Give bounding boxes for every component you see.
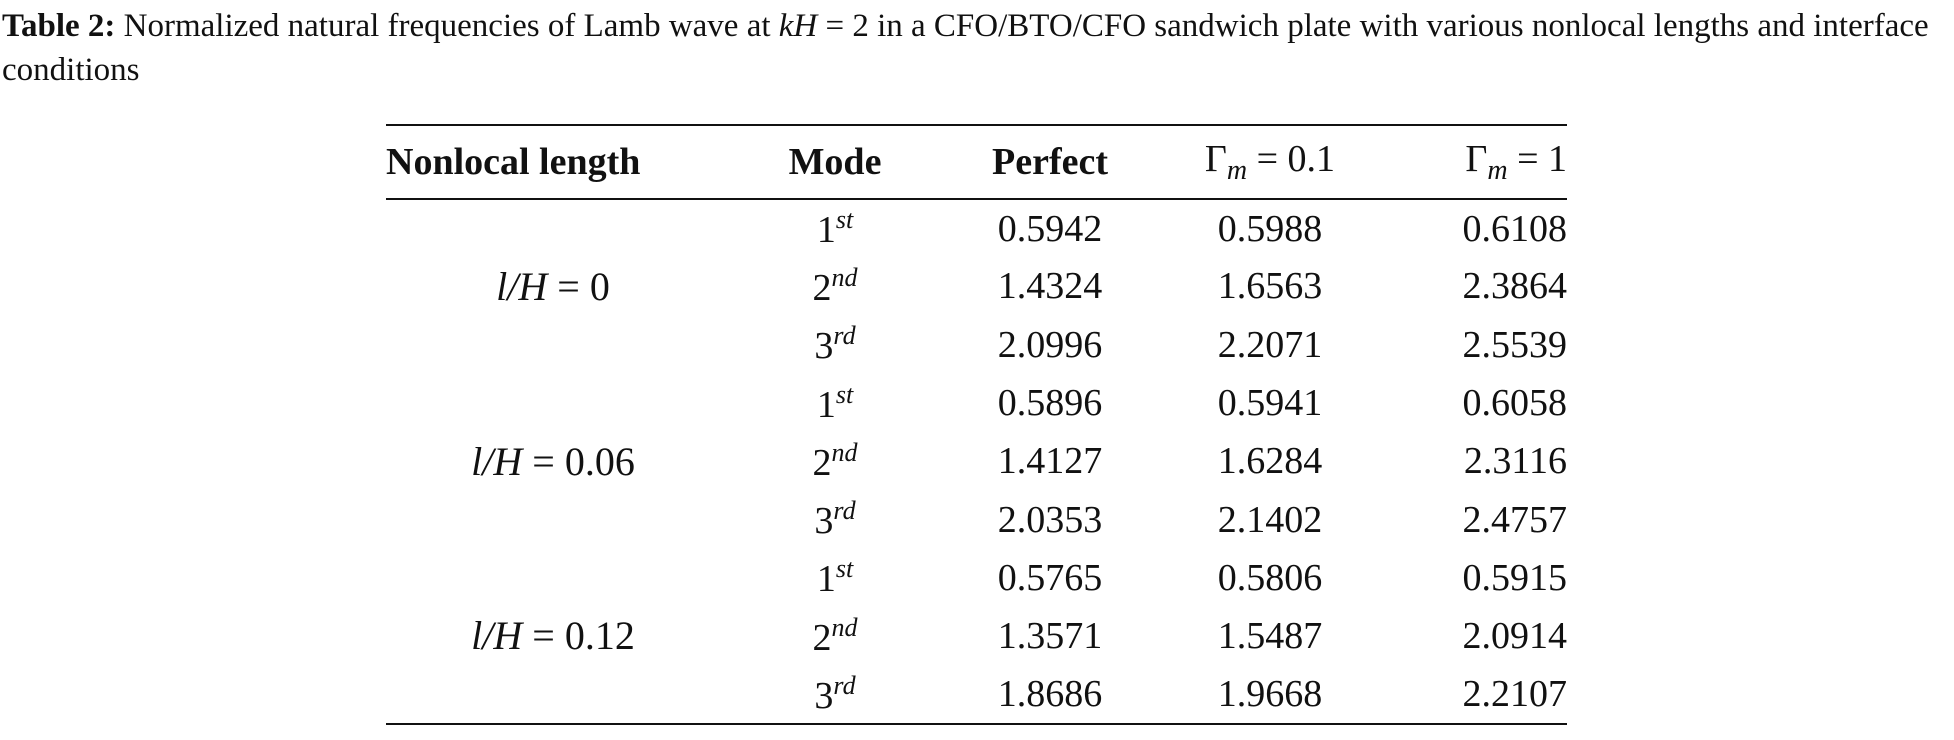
column-header: Nonlocal length [386,125,720,199]
header-text: Nonlocal length [386,141,641,183]
header-subscript: m [1487,155,1508,186]
group-label: l/H = 0 [386,199,720,374]
mode-cell: 2nd [720,607,950,665]
table-row: 3rd 2.0353 2.1402 2.4757 [386,490,1567,548]
mode-cell: 3rd [720,316,950,374]
value-cell: 1.5487 [1217,615,1323,658]
mode-suffix: rd [833,321,856,351]
value-cell: 2.3864 [1462,265,1568,308]
caption-text: = 2 in a CFO/BTO/CFO sandwich plate with… [2,8,1929,88]
value-cell: 2.0914 [1462,615,1568,658]
header-row: Nonlocal length Mode Perfect Γm = 0.1 Γm = 1 [386,125,1567,199]
table-row: l/H = 0.12 1st 0.5765 0.5806 0.5915 [386,549,1568,658]
table-body: l/H = 0 1st 0.5942 0.5988 0.6108 2nd 1.4324 1.6… [386,199,1567,724]
data-table: Nonlocal length Mode Perfect Γm = 0.1 Γm = 1… [386,124,1567,725]
group-value: = 0.12 [522,613,635,659]
caption-math: kH [778,8,818,44]
mode-number: 2 [812,441,832,484]
group-label: l/H = 0.12 [386,549,720,724]
column-header: Γm = 1 [1390,125,1567,199]
group-variable: l/H [471,438,523,484]
mode-cell: 1st [720,549,950,607]
group-value: = 0.06 [522,438,635,484]
mode-number: 1 [816,209,836,252]
table-row: 3rd 2.0996 2.2071 2.5539 [386,316,1567,374]
mode-suffix: st [835,379,854,409]
mode-suffix: nd [831,437,858,467]
table-row: 2nd 1.4127 1.6284 2.3116 [386,432,1568,490]
value-cell: 0.5765 [997,556,1103,599]
value-cell: 0.5942 [997,207,1103,250]
mode-cell: 3rd [720,490,950,548]
mode-number: 1 [816,383,836,426]
table-row: 3rd 1.8686 1.9668 2.2107 [386,665,1567,723]
value-cell: 2.2071 [1217,323,1323,366]
header-text: Mode [788,141,882,183]
mode-cell: 3rd [720,665,950,723]
mode-suffix: st [835,205,854,235]
value-cell: 1.9668 [1217,673,1323,716]
value-cell: 2.5539 [1462,323,1568,366]
value-cell: 0.5896 [997,382,1103,425]
mode-cell: 2nd [720,257,950,315]
value-cell: 2.0996 [997,323,1103,366]
group-label: l/H = 0.06 [386,374,720,549]
value-cell: 0.6108 [1462,207,1568,250]
value-cell: 0.5941 [1217,382,1323,425]
value-cell: 0.5915 [1462,556,1568,599]
mode-suffix: rd [833,670,856,700]
group-variable: l/H [471,613,523,659]
header-text: = 0.1 [1247,138,1336,180]
mode-suffix: rd [833,496,856,526]
table-row: 2nd 1.4324 1.6563 2.3864 [386,257,1568,315]
header-symbol: Γ [1465,138,1488,180]
column-header: Perfect [950,125,1150,199]
value-cell: 2.0353 [997,498,1103,541]
caption-label: Table 2: [2,8,116,44]
value-cell: 1.6284 [1217,440,1323,483]
value-cell: 1.4127 [997,440,1103,483]
mode-suffix: st [835,554,854,584]
value-cell: 1.3571 [997,615,1103,658]
header-subscript: m [1226,155,1248,186]
mode-number: 3 [814,325,834,368]
value-cell: 1.8686 [997,673,1103,716]
value-cell: 2.1402 [1217,498,1323,541]
mode-suffix: nd [831,612,858,642]
mode-number: 2 [812,266,832,309]
value-cell: 2.3116 [1463,440,1567,483]
header-text: Perfect [992,141,1108,183]
value-cell: 2.2107 [1462,673,1568,716]
mode-number: 2 [812,616,832,659]
mode-number: 3 [814,500,834,543]
table-caption: Table 2: Normalized natural frequencies … [2,4,1950,92]
table-row: l/H = 0 1st 0.5942 0.5988 0.6108 [386,199,1568,309]
mode-cell: 1st [720,199,950,257]
mode-number: 1 [816,558,836,601]
mode-cell: 2nd [720,432,950,490]
value-cell: 2.4757 [1462,498,1568,541]
column-header: Mode [720,125,950,199]
value-cell: 0.5988 [1217,207,1323,250]
table-row: 2nd 1.3571 1.5487 2.0914 [386,607,1568,665]
value-cell: 1.4324 [997,265,1103,308]
mode-cell: 1st [720,374,950,432]
caption-text: Normalized natural frequencies of Lamb w… [115,8,779,44]
column-header: Γm = 0.1 [1150,125,1390,199]
value-cell: 1.6563 [1217,265,1323,308]
table-row: l/H = 0.06 1st 0.5896 0.5941 0.6058 [386,374,1568,484]
group-variable: l/H [496,264,548,310]
group-value: = 0 [547,264,610,310]
header-text: = 1 [1507,138,1567,180]
header-symbol: Γ [1204,138,1227,180]
value-cell: 0.6058 [1462,382,1568,425]
mode-suffix: nd [831,262,858,292]
value-cell: 0.5806 [1217,556,1323,599]
mode-number: 3 [814,674,834,717]
